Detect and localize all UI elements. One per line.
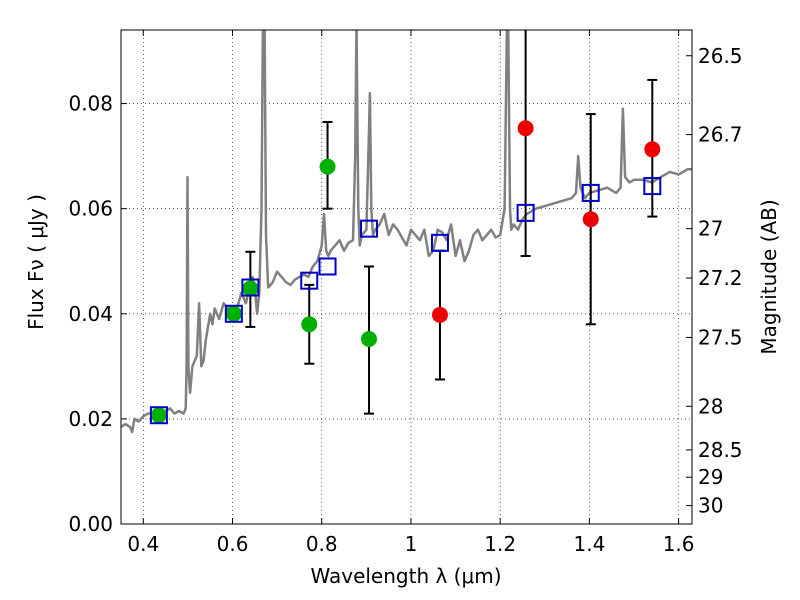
- axis-ticks: 0.4 0.6 0.8 1 1.2 1.4 1.6 0.00 0.02 0.04 0.06 0.08 2…: [68, 30, 743, 556]
- model-photometry-point: [300, 271, 319, 290]
- y-tick-label: 0.00: [68, 512, 113, 536]
- x-tick-label: 1.4: [573, 532, 605, 556]
- model-photometry-point: [643, 177, 662, 196]
- model-photometry-point: [318, 257, 337, 276]
- x-tick-label: 0.6: [217, 532, 249, 556]
- y-tick-label: 0.06: [68, 197, 113, 221]
- y-tick-label: 0.02: [68, 407, 113, 431]
- right-tick-label: 26.7: [698, 123, 743, 147]
- data-points: [149, 120, 662, 425]
- right-tick-label: 28: [698, 394, 723, 418]
- right-tick-label: 30: [698, 494, 723, 518]
- observed-point: [150, 407, 167, 424]
- model-spectrum-line: [121, 30, 692, 434]
- x-axis-label: Wavelength λ (μm): [310, 564, 501, 588]
- right-tick-label: 27.2: [698, 266, 743, 290]
- x-tick-label: 1.6: [663, 532, 695, 556]
- right-tick-label: 26.5: [698, 44, 743, 68]
- model-photometry-point: [430, 233, 449, 252]
- observed-point: [301, 316, 318, 333]
- y-tick-label: 0.04: [68, 302, 113, 326]
- model-spectrum-group: [121, 30, 692, 434]
- right-axis-label: Magnitude (AB): [757, 199, 781, 354]
- observed-point: [644, 141, 661, 158]
- right-tick-label: 27.5: [698, 325, 743, 349]
- observed-point: [361, 331, 378, 348]
- observed-point: [582, 211, 599, 228]
- model-photometry-point: [224, 304, 243, 323]
- observed-point: [517, 120, 534, 137]
- right-tick-label: 29: [698, 465, 723, 489]
- observed-point: [319, 158, 336, 175]
- model-photometry-point: [149, 406, 168, 425]
- plot-background: [121, 30, 692, 524]
- right-tick-label: 28.5: [698, 438, 743, 462]
- x-tick-label: 1: [405, 532, 418, 556]
- model-photometry-point: [516, 203, 535, 222]
- right-tick-label: 27: [698, 217, 723, 241]
- plot-frame: [120, 29, 693, 525]
- observed-point: [242, 280, 259, 297]
- x-tick-label: 0.4: [127, 532, 159, 556]
- model-photometry-point: [241, 278, 260, 297]
- x-tick-label: 0.8: [306, 532, 338, 556]
- y-tick-label: 0.08: [68, 92, 113, 116]
- model-photometry-point: [360, 219, 379, 238]
- observed-point: [431, 306, 448, 323]
- observed-point: [225, 305, 242, 322]
- x-tick-label: 1.2: [484, 532, 516, 556]
- model-photometry-point: [581, 183, 600, 202]
- y-axis-label: Flux Fν ( μJy ): [24, 194, 48, 330]
